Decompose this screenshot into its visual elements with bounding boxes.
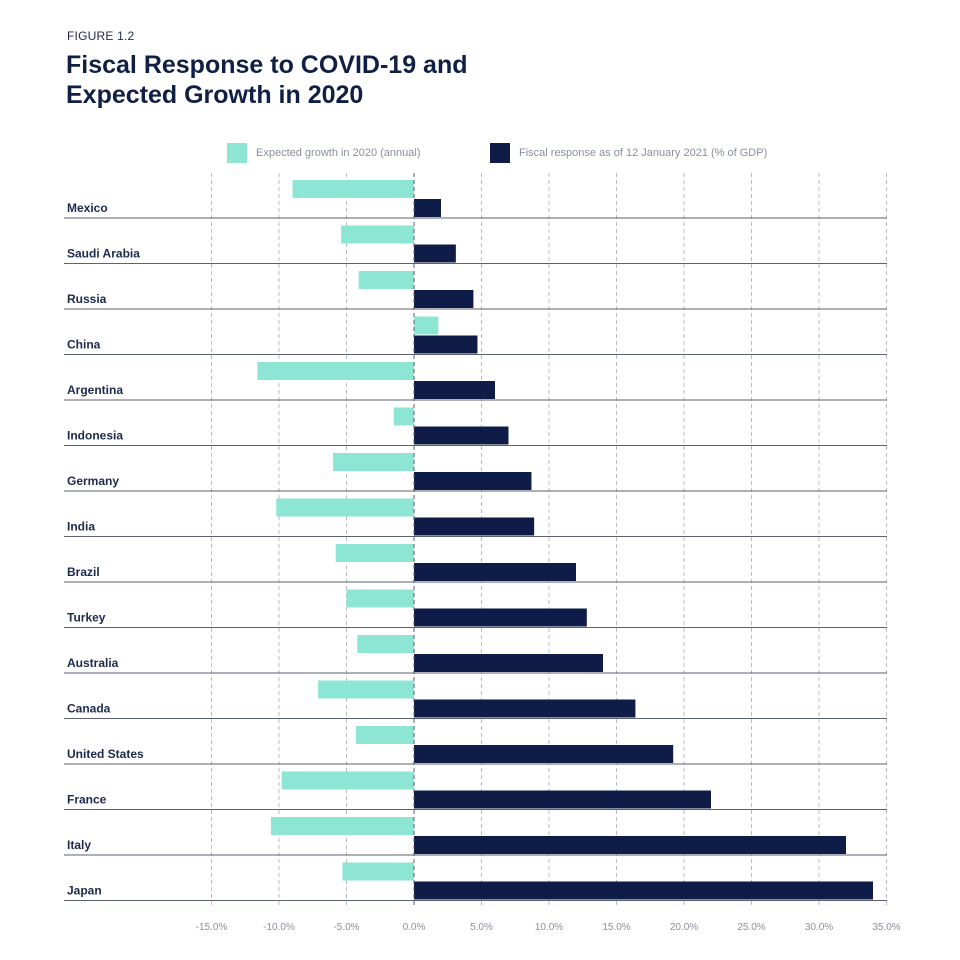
fiscal-bar-9 xyxy=(414,608,587,627)
figure-label: FIGURE 1.2 xyxy=(67,29,135,43)
growth-bar-14 xyxy=(270,817,414,835)
fiscal-bar-8 xyxy=(414,563,576,581)
category-label-5: Indonesia xyxy=(67,429,123,443)
fiscal-bar-1 xyxy=(414,244,456,263)
fiscal-bar-10 xyxy=(414,654,603,672)
growth-bar-5 xyxy=(393,407,414,426)
growth-bar-15 xyxy=(342,862,414,881)
x-tick-label-7: 20.0% xyxy=(670,922,698,933)
legend-label-growth: Expected growth in 2020 (annual) xyxy=(256,147,421,159)
legend-label-fiscal: Fiscal response as of 12 January 2021 (%… xyxy=(519,147,768,159)
growth-bar-9 xyxy=(346,589,414,608)
chart-title: Fiscal Response to COVID-19 and Expected… xyxy=(66,50,666,110)
growth-bar-0 xyxy=(292,180,414,198)
category-label-2: Russia xyxy=(67,292,107,306)
category-label-6: Germany xyxy=(67,474,119,488)
category-label-12: United States xyxy=(67,747,144,761)
category-label-9: Turkey xyxy=(67,611,106,625)
fiscal-bar-5 xyxy=(414,426,509,445)
fiscal-bar-11 xyxy=(414,699,636,718)
growth-bar-3 xyxy=(414,316,439,335)
fiscal-bar-15 xyxy=(414,881,873,900)
growth-bar-7 xyxy=(276,498,414,517)
category-label-7: India xyxy=(67,520,95,534)
category-label-8: Brazil xyxy=(67,565,100,579)
category-label-3: China xyxy=(67,338,101,352)
growth-bar-8 xyxy=(335,544,414,562)
fiscal-bar-7 xyxy=(414,517,535,536)
x-tick-label-5: 10.0% xyxy=(535,922,563,933)
growth-bar-11 xyxy=(318,680,414,699)
category-label-15: Japan xyxy=(67,884,102,898)
growth-bar-2 xyxy=(358,271,414,289)
category-label-13: France xyxy=(67,793,107,807)
growth-bar-1 xyxy=(341,225,414,244)
growth-bar-12 xyxy=(355,726,414,744)
growth-bar-10 xyxy=(357,635,414,653)
growth-bar-13 xyxy=(281,771,414,790)
chart-title-line-2: Expected Growth in 2020 xyxy=(66,81,364,109)
fiscal-bar-12 xyxy=(414,745,674,763)
fiscal-bar-2 xyxy=(414,290,474,308)
chart-title-line-1: Fiscal Response to COVID-19 and xyxy=(66,51,468,79)
fiscal-bar-14 xyxy=(414,836,846,854)
category-label-14: Italy xyxy=(67,838,91,852)
category-label-0: Mexico xyxy=(67,201,108,215)
legend-item-fiscal: Fiscal response as of 12 January 2021 (%… xyxy=(490,143,767,163)
x-tick-label-8: 25.0% xyxy=(737,922,765,933)
x-tick-label-10: 35.0% xyxy=(872,922,900,933)
x-tick-label-2: -5.0% xyxy=(333,922,359,933)
growth-bar-4 xyxy=(257,362,414,380)
fiscal-bar-3 xyxy=(414,335,478,354)
fiscal-bar-13 xyxy=(414,790,711,809)
x-tick-label-1: -10.0% xyxy=(263,922,295,933)
x-tick-label-6: 15.0% xyxy=(602,922,630,933)
fiscal-bar-6 xyxy=(414,472,532,490)
chart-legend: Expected growth in 2020 (annual) Fiscal … xyxy=(0,143,960,163)
legend-swatch-fiscal xyxy=(490,143,510,163)
category-label-11: Canada xyxy=(67,702,111,716)
x-tick-label-3: 0.0% xyxy=(403,922,426,933)
category-label-4: Argentina xyxy=(67,383,123,397)
legend-item-growth: Expected growth in 2020 (annual) xyxy=(227,143,421,163)
fiscal-bar-4 xyxy=(414,381,495,399)
category-label-1: Saudi Arabia xyxy=(67,247,140,261)
legend-swatch-growth xyxy=(227,143,247,163)
x-tick-label-4: 5.0% xyxy=(470,922,493,933)
category-label-10: Australia xyxy=(67,656,119,670)
x-tick-label-0: -15.0% xyxy=(196,922,228,933)
fiscal-bar-0 xyxy=(414,199,441,217)
x-tick-label-9: 30.0% xyxy=(805,922,833,933)
growth-bar-6 xyxy=(333,453,414,471)
